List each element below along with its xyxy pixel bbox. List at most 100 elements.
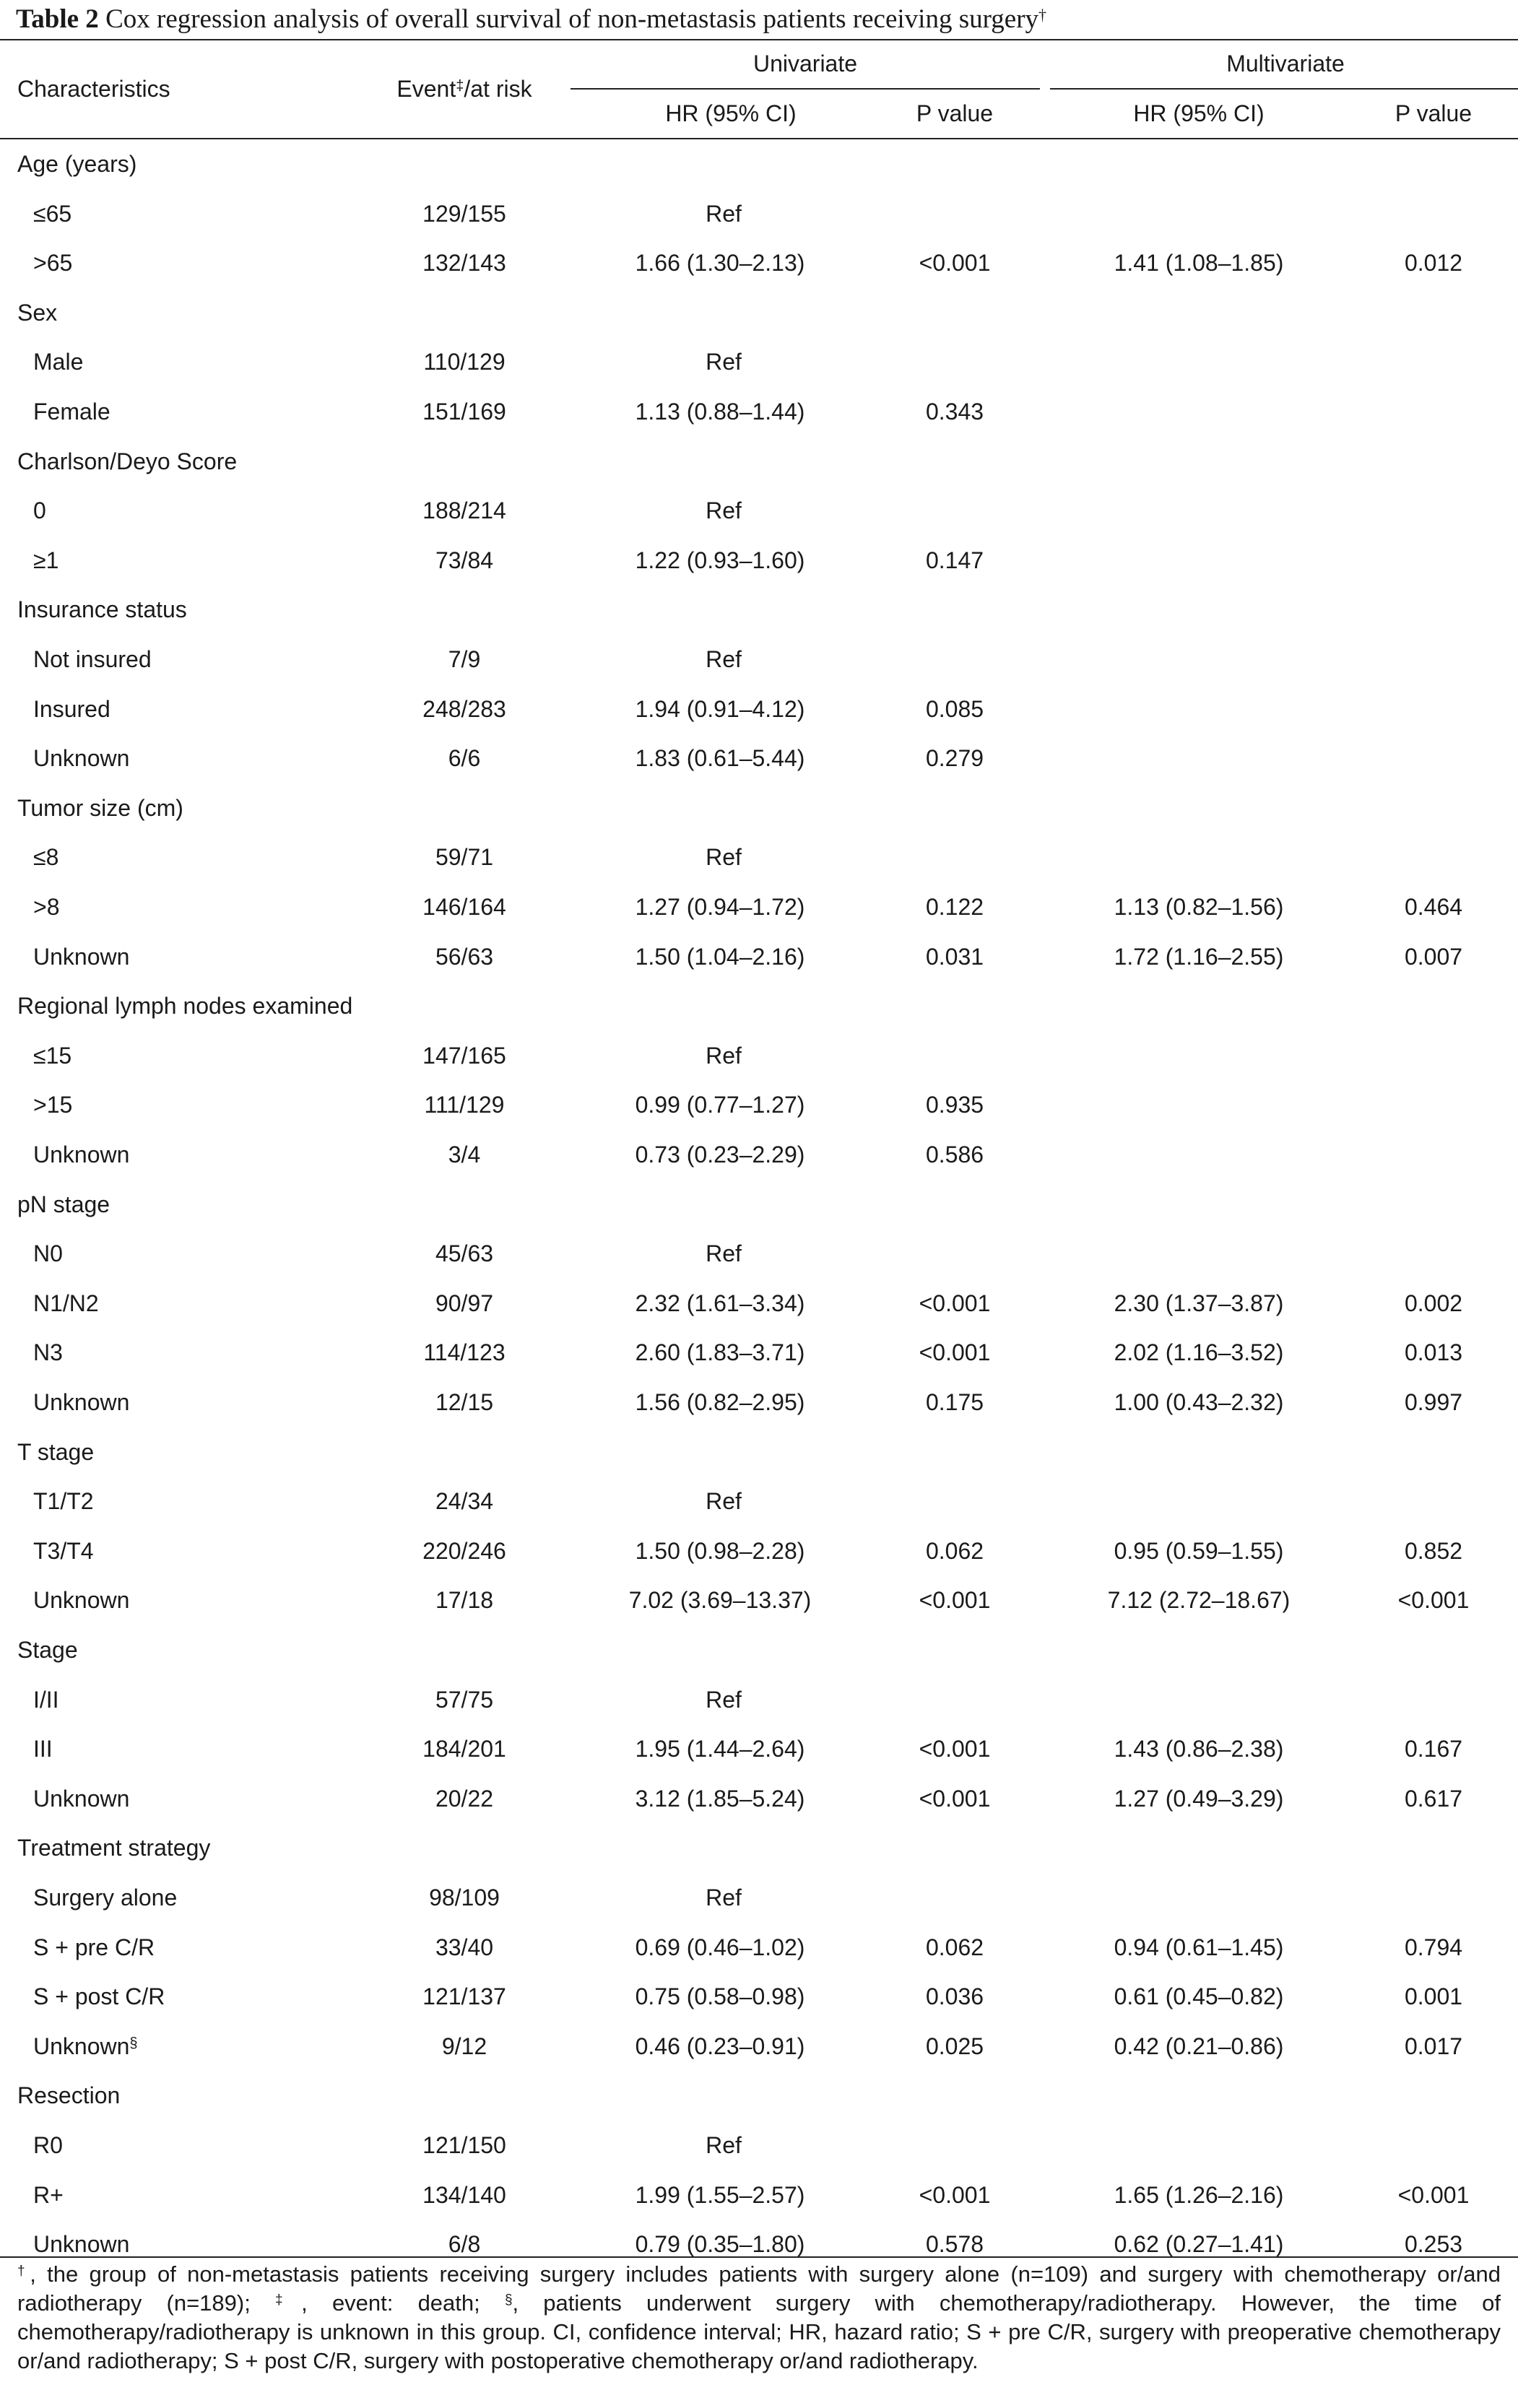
univariate-hr-cell: Ref: [706, 349, 742, 375]
univariate-hr-cell: Ref: [706, 1042, 742, 1069]
table-row: ≥1 73/84 1.22 (0.93–1.60) 0.147: [0, 536, 1518, 586]
univariate-hr-cell: 0.46 (0.23–0.91): [635, 2033, 805, 2059]
row-label: Unknown: [33, 1140, 129, 1169]
bottom-rule: [0, 2256, 1518, 2258]
univariate-p-cell: <0.001: [919, 1785, 991, 1812]
event-at-risk-cell: 220/246: [422, 1537, 506, 1564]
table-row: Unknown§ 9/12 0.46 (0.23–0.91) 0.025 0.42 (0…: [0, 2022, 1518, 2072]
multivariate-hr-cell: 1.72 (1.16–2.55): [1114, 943, 1284, 970]
event-at-risk-cell: 121/137: [422, 1983, 506, 2010]
univariate-p-cell: 0.025: [925, 2033, 984, 2059]
row-label: Unknown: [33, 1388, 129, 1417]
univariate-hr-cell: 1.83 (0.61–5.44): [635, 745, 805, 772]
group-label: Regional lymph nodes examined: [17, 991, 352, 1020]
row-label-text: T3/T4: [33, 1537, 94, 1564]
event-at-risk-cell: 146/164: [422, 894, 506, 920]
header-multivariate-p: P value: [1395, 100, 1473, 126]
multivariate-p-cell: 0.997: [1404, 1389, 1463, 1415]
table-row: T3/T4 220/246 1.50 (0.98–2.28) 0.062 0.95 (0…: [0, 1526, 1518, 1576]
table-row: III 184/201 1.95 (1.44–2.64) <0.001 1.43 (0.…: [0, 1724, 1518, 1774]
table-row: N1/N2 90/97 2.32 (1.61–3.34) <0.001 2.30 (1.…: [0, 1279, 1518, 1329]
row-label-text: ≤65: [33, 200, 72, 227]
univariate-hr-cell: 0.69 (0.46–1.02): [635, 1934, 805, 1960]
multivariate-p-cell: <0.001: [1397, 2181, 1470, 2208]
row-label: T1/T2: [33, 1487, 94, 1516]
univariate-hr-cell: 0.79 (0.35–1.80): [635, 2231, 805, 2258]
event-at-risk-cell: 129/155: [422, 200, 506, 227]
univariate-p-cell: 0.279: [925, 745, 984, 772]
row-label: Not insured: [33, 645, 152, 674]
group-label: Treatment strategy: [17, 1833, 210, 1862]
row-label-text: R0: [33, 2132, 63, 2158]
univariate-hr-cell: Ref: [706, 646, 742, 672]
row-label: S + pre C/R: [33, 1933, 155, 1962]
table-row: Male 110/129 Ref: [0, 337, 1518, 387]
univariate-hr-cell: Ref: [706, 844, 742, 871]
row-label: III: [33, 1734, 53, 1763]
multivariate-p-cell: <0.001: [1397, 1587, 1470, 1614]
table-row: S + pre C/R 33/40 0.69 (0.46–1.02) 0.062 0.9…: [0, 1923, 1518, 1973]
footnote-text-dagger: , the group of non-metastasis patients r…: [17, 2261, 1501, 2316]
multivariate-p-cell: 0.001: [1404, 1983, 1463, 2010]
multivariate-hr-cell: 7.12 (2.72–18.67): [1107, 1587, 1291, 1614]
group-label: Tumor size (cm): [17, 794, 183, 822]
row-label: Male: [33, 347, 83, 376]
multivariate-hr-cell: 0.62 (0.27–1.41): [1114, 2231, 1284, 2258]
row-label-text: N3: [33, 1339, 63, 1366]
univariate-p-cell: 0.147: [925, 547, 984, 573]
table-row: Unknown 12/15 1.56 (0.82–2.95) 0.175 1.00 (0…: [0, 1378, 1518, 1427]
univariate-hr-cell: 1.94 (0.91–4.12): [635, 695, 805, 722]
table-row: R0 121/150 Ref: [0, 2121, 1518, 2170]
footnote-text-section: , patients underwent surgery with chemot…: [17, 2290, 1501, 2373]
univariate-subrule: [571, 88, 1040, 90]
univariate-p-cell: 0.085: [925, 695, 984, 722]
table-row: Unknown 6/8 0.79 (0.35–1.80) 0.578 0.62 (0.2…: [0, 2220, 1518, 2269]
table-caption: Table 2 Cox regression analysis of overa…: [16, 1, 1504, 38]
row-label-text: Unknown: [33, 2231, 130, 2258]
multivariate-hr-cell: 1.00 (0.43–2.32): [1114, 1389, 1284, 1415]
row-label-text: 0: [33, 497, 46, 524]
univariate-p-cell: 0.578: [925, 2231, 984, 2258]
group-label: pN stage: [17, 1190, 110, 1219]
univariate-hr-cell: Ref: [706, 200, 742, 227]
row-label: N3: [33, 1338, 63, 1367]
univariate-hr-cell: 2.32 (1.61–3.34): [635, 1290, 805, 1316]
header-characteristics: Characteristics: [17, 76, 170, 102]
row-label-text: Unknown: [33, 1587, 130, 1614]
univariate-hr-cell: 1.22 (0.93–1.60): [635, 547, 805, 573]
multivariate-p-cell: 0.167: [1404, 1736, 1463, 1762]
multivariate-hr-cell: 0.94 (0.61–1.45): [1114, 1934, 1284, 1960]
univariate-hr-cell: 0.99 (0.77–1.27): [635, 1092, 805, 1118]
row-label: N0: [33, 1239, 63, 1268]
table-row: Not insured 7/9 Ref: [0, 635, 1518, 684]
multivariate-p-cell: 0.002: [1404, 1290, 1463, 1316]
row-label-text: Resection: [17, 2082, 121, 2109]
header-event-text: Event: [396, 76, 456, 102]
event-at-risk-cell: 45/63: [435, 1240, 494, 1267]
row-label: Female: [33, 397, 110, 426]
row-label-text: Unknown: [33, 1142, 130, 1168]
footnote-mark-section: §: [504, 2292, 513, 2308]
header-at-risk-text: /at risk: [464, 76, 532, 102]
table-group-row: Stage: [0, 1625, 1518, 1675]
row-label: R0: [33, 2131, 63, 2160]
row-label-text: Stage: [17, 1637, 78, 1663]
event-at-risk-cell: 184/201: [422, 1736, 506, 1762]
univariate-p-cell: 0.586: [925, 1142, 984, 1168]
row-label-text: Unknown: [33, 745, 130, 772]
table-group-row: T stage: [0, 1427, 1518, 1477]
row-label: ≥1: [33, 546, 58, 575]
table-row: >65 132/143 1.66 (1.30–2.13) <0.001 1.41 (1.…: [0, 238, 1518, 288]
row-label-text: Female: [33, 399, 110, 425]
table-row: Surgery alone 98/109 Ref: [0, 1873, 1518, 1923]
multivariate-hr-cell: 1.65 (1.26–2.16): [1114, 2181, 1284, 2208]
table-row: Insured 248/283 1.94 (0.91–4.12) 0.085: [0, 684, 1518, 734]
table-row: I/II 57/75 Ref: [0, 1675, 1518, 1725]
univariate-hr-cell: 1.66 (1.30–2.13): [635, 250, 805, 277]
row-label-text: N1/N2: [33, 1290, 99, 1316]
row-label: Unknown: [33, 744, 129, 773]
multivariate-p-cell: 0.794: [1404, 1934, 1463, 1960]
multivariate-hr-cell: 0.95 (0.59–1.55): [1114, 1537, 1284, 1564]
table-group-row: Sex: [0, 288, 1518, 338]
group-label: Insurance status: [17, 595, 187, 624]
